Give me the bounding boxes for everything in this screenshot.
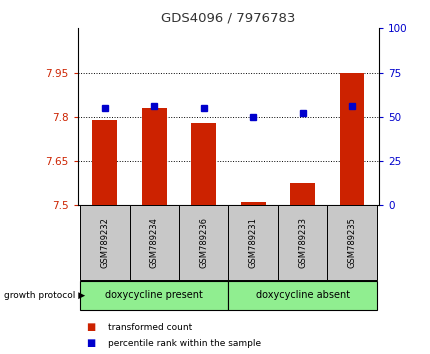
Text: GSM789231: GSM789231 [248,217,257,268]
Text: transformed count: transformed count [108,323,191,332]
Bar [80,205,129,280]
Bar [228,205,277,280]
Bar [228,281,376,310]
Bar [289,183,314,205]
Text: GSM789232: GSM789232 [100,217,109,268]
Text: GSM789233: GSM789233 [298,217,307,268]
Title: GDS4096 / 7976783: GDS4096 / 7976783 [161,11,295,24]
Bar [80,281,228,310]
Bar [277,205,327,280]
Text: ■: ■ [86,322,95,332]
Bar [92,120,117,205]
Text: growth protocol ▶: growth protocol ▶ [4,291,85,300]
Bar [129,205,178,280]
Text: ■: ■ [86,338,95,348]
Text: GSM789235: GSM789235 [347,217,356,268]
Text: percentile rank within the sample: percentile rank within the sample [108,339,260,348]
Bar [141,108,166,205]
Bar [240,202,265,205]
Text: doxycycline present: doxycycline present [105,290,203,300]
Bar [191,123,215,205]
Text: doxycycline absent: doxycycline absent [255,290,349,300]
Text: GSM789234: GSM789234 [149,217,158,268]
Text: GSM789236: GSM789236 [199,217,208,268]
Bar [178,205,228,280]
Bar [339,73,364,205]
Bar [327,205,376,280]
